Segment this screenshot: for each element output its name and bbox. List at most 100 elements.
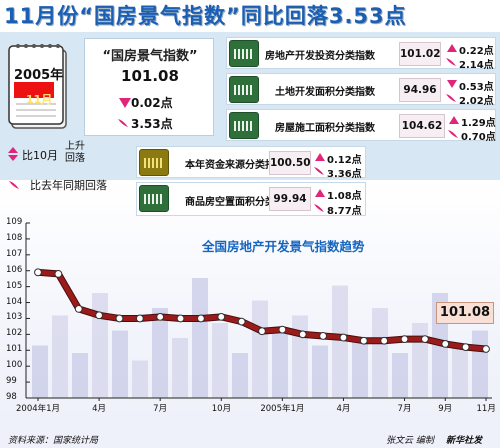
last-value-callout: 101.08: [436, 302, 494, 324]
coins-icon: [139, 149, 169, 176]
sub-index-mom: 0.53点: [459, 82, 494, 93]
sub-index-mom: 0.22点: [459, 46, 494, 57]
y-tick-label: 106: [6, 264, 23, 275]
up-arrow-icon: [315, 189, 325, 197]
building-shape: [372, 308, 388, 398]
data-point: [237, 317, 246, 326]
feather-icon: [314, 204, 324, 212]
data-point: [359, 336, 368, 345]
y-tick-label: 102: [6, 328, 23, 339]
y-tick-label: 104: [6, 296, 23, 307]
legend-mom-label: 比10月: [22, 149, 58, 162]
sub-index-yoy: 2.14点: [459, 60, 494, 71]
up-arrow-icon: [8, 147, 18, 153]
sub-index-yoy: 3.36点: [327, 169, 362, 180]
sub-index-card: 房屋施工面积分类指数 104.62 1.29点 0.70点: [226, 109, 496, 143]
legend-mom-direction: 上升 回落: [65, 141, 85, 164]
calendar-month: 11月: [26, 93, 53, 106]
y-tick-label: 109: [6, 217, 23, 227]
building-shape: [312, 345, 328, 398]
data-point: [135, 314, 144, 323]
y-tick-label: 100: [6, 360, 23, 371]
building-shape: [232, 353, 248, 398]
data-point: [54, 270, 63, 278]
building-shape: [452, 345, 468, 398]
data-point: [298, 330, 307, 339]
building-shape: [272, 330, 288, 398]
building-icon: [229, 112, 259, 139]
data-point: [482, 345, 490, 353]
credit-note: 张文云 编制: [386, 436, 434, 446]
building-shape: [412, 323, 428, 398]
data-point: [74, 305, 83, 313]
main-index-value: 101.08: [121, 67, 179, 85]
building-icon: [139, 185, 169, 212]
main-index-box: “国房景气指数” 101.08 0.02点 3.53点: [84, 38, 214, 136]
sub-index-card: 土地开发面积分类指数 94.96 0.53点 2.02点: [226, 73, 496, 107]
data-point: [461, 343, 470, 351]
main-index-label: “国房景气指数”: [102, 49, 198, 64]
up-arrow-icon: [449, 116, 459, 124]
sub-index-value: 94.96: [399, 78, 441, 102]
data-point: [217, 312, 226, 321]
sub-index-name: 本年资金来源分类指数: [185, 160, 285, 171]
up-arrow-icon: [447, 44, 457, 52]
building-shape: [132, 360, 148, 398]
sub-index-value: 101.02: [399, 42, 441, 66]
main-index-mom: 0.02点: [131, 96, 173, 110]
chart-title: 全国房地产开发景气指数趋势: [202, 239, 365, 254]
sub-index-card: 商品房空置面积分类指数 99.94 1.08点 8.77点: [136, 182, 366, 217]
building-shape: [352, 338, 368, 398]
data-point: [176, 314, 185, 323]
legend-yoy-label: 比去年同期回落: [30, 179, 107, 192]
building-shape: [172, 338, 188, 398]
building-shape: [292, 315, 308, 398]
x-tick-label: 7月: [153, 404, 168, 414]
building-shape: [332, 285, 348, 398]
y-tick-label: 105: [6, 280, 23, 291]
sub-index-yoy: 2.02点: [459, 96, 494, 107]
x-tick-label: 2004年1月: [16, 404, 61, 414]
x-tick-label: 11月: [476, 404, 496, 414]
sub-index-mom: 1.08点: [327, 191, 362, 202]
y-tick-label: 108: [6, 232, 23, 243]
calendar-year: 2005年: [14, 68, 64, 83]
building-shape: [92, 293, 108, 398]
building-shape: [72, 353, 88, 398]
building-shape: [472, 330, 488, 398]
x-tick-label: 9月: [438, 404, 453, 414]
feather-icon: [448, 130, 458, 138]
x-tick-label: 4月: [92, 404, 106, 414]
agency-note: 新华社发: [446, 436, 483, 446]
sub-index-mom: 1.29点: [461, 118, 496, 129]
building-icon: [229, 76, 259, 103]
data-point: [441, 340, 450, 348]
x-tick-label: 4月: [336, 404, 351, 414]
building-icon: [229, 40, 259, 67]
feather-icon: [446, 58, 456, 66]
sub-index-name: 房屋施工面积分类指数: [275, 123, 375, 134]
data-point: [380, 336, 389, 345]
data-point: [34, 268, 42, 277]
sub-index-name: 商品房空置面积分类指数: [185, 197, 295, 208]
y-tick-label: 98: [6, 392, 17, 402]
data-point: [197, 314, 205, 323]
data-point: [258, 327, 266, 336]
data-point: [156, 312, 165, 321]
up-arrow-icon: [315, 153, 325, 161]
x-tick-label: 7月: [397, 404, 412, 414]
sub-index-card: 房地产开发投资分类指数 101.02 0.22点 2.14点: [226, 37, 496, 71]
building-shape: [52, 315, 68, 398]
y-tick-label: 99: [6, 376, 17, 387]
sub-index-value: 99.94: [269, 187, 311, 211]
building-shape: [252, 300, 268, 398]
building-shape: [152, 308, 168, 398]
y-tick-label: 101: [6, 344, 23, 355]
x-tick-label: 2005年1月: [260, 404, 305, 414]
source-note: 资料来源：国家统计局: [8, 436, 99, 446]
sub-index-name: 土地开发面积分类指数: [275, 87, 375, 98]
down-arrow-icon: [447, 80, 457, 88]
page-title: 11月份“国房景气指数”同比回落3.53点: [0, 0, 500, 32]
